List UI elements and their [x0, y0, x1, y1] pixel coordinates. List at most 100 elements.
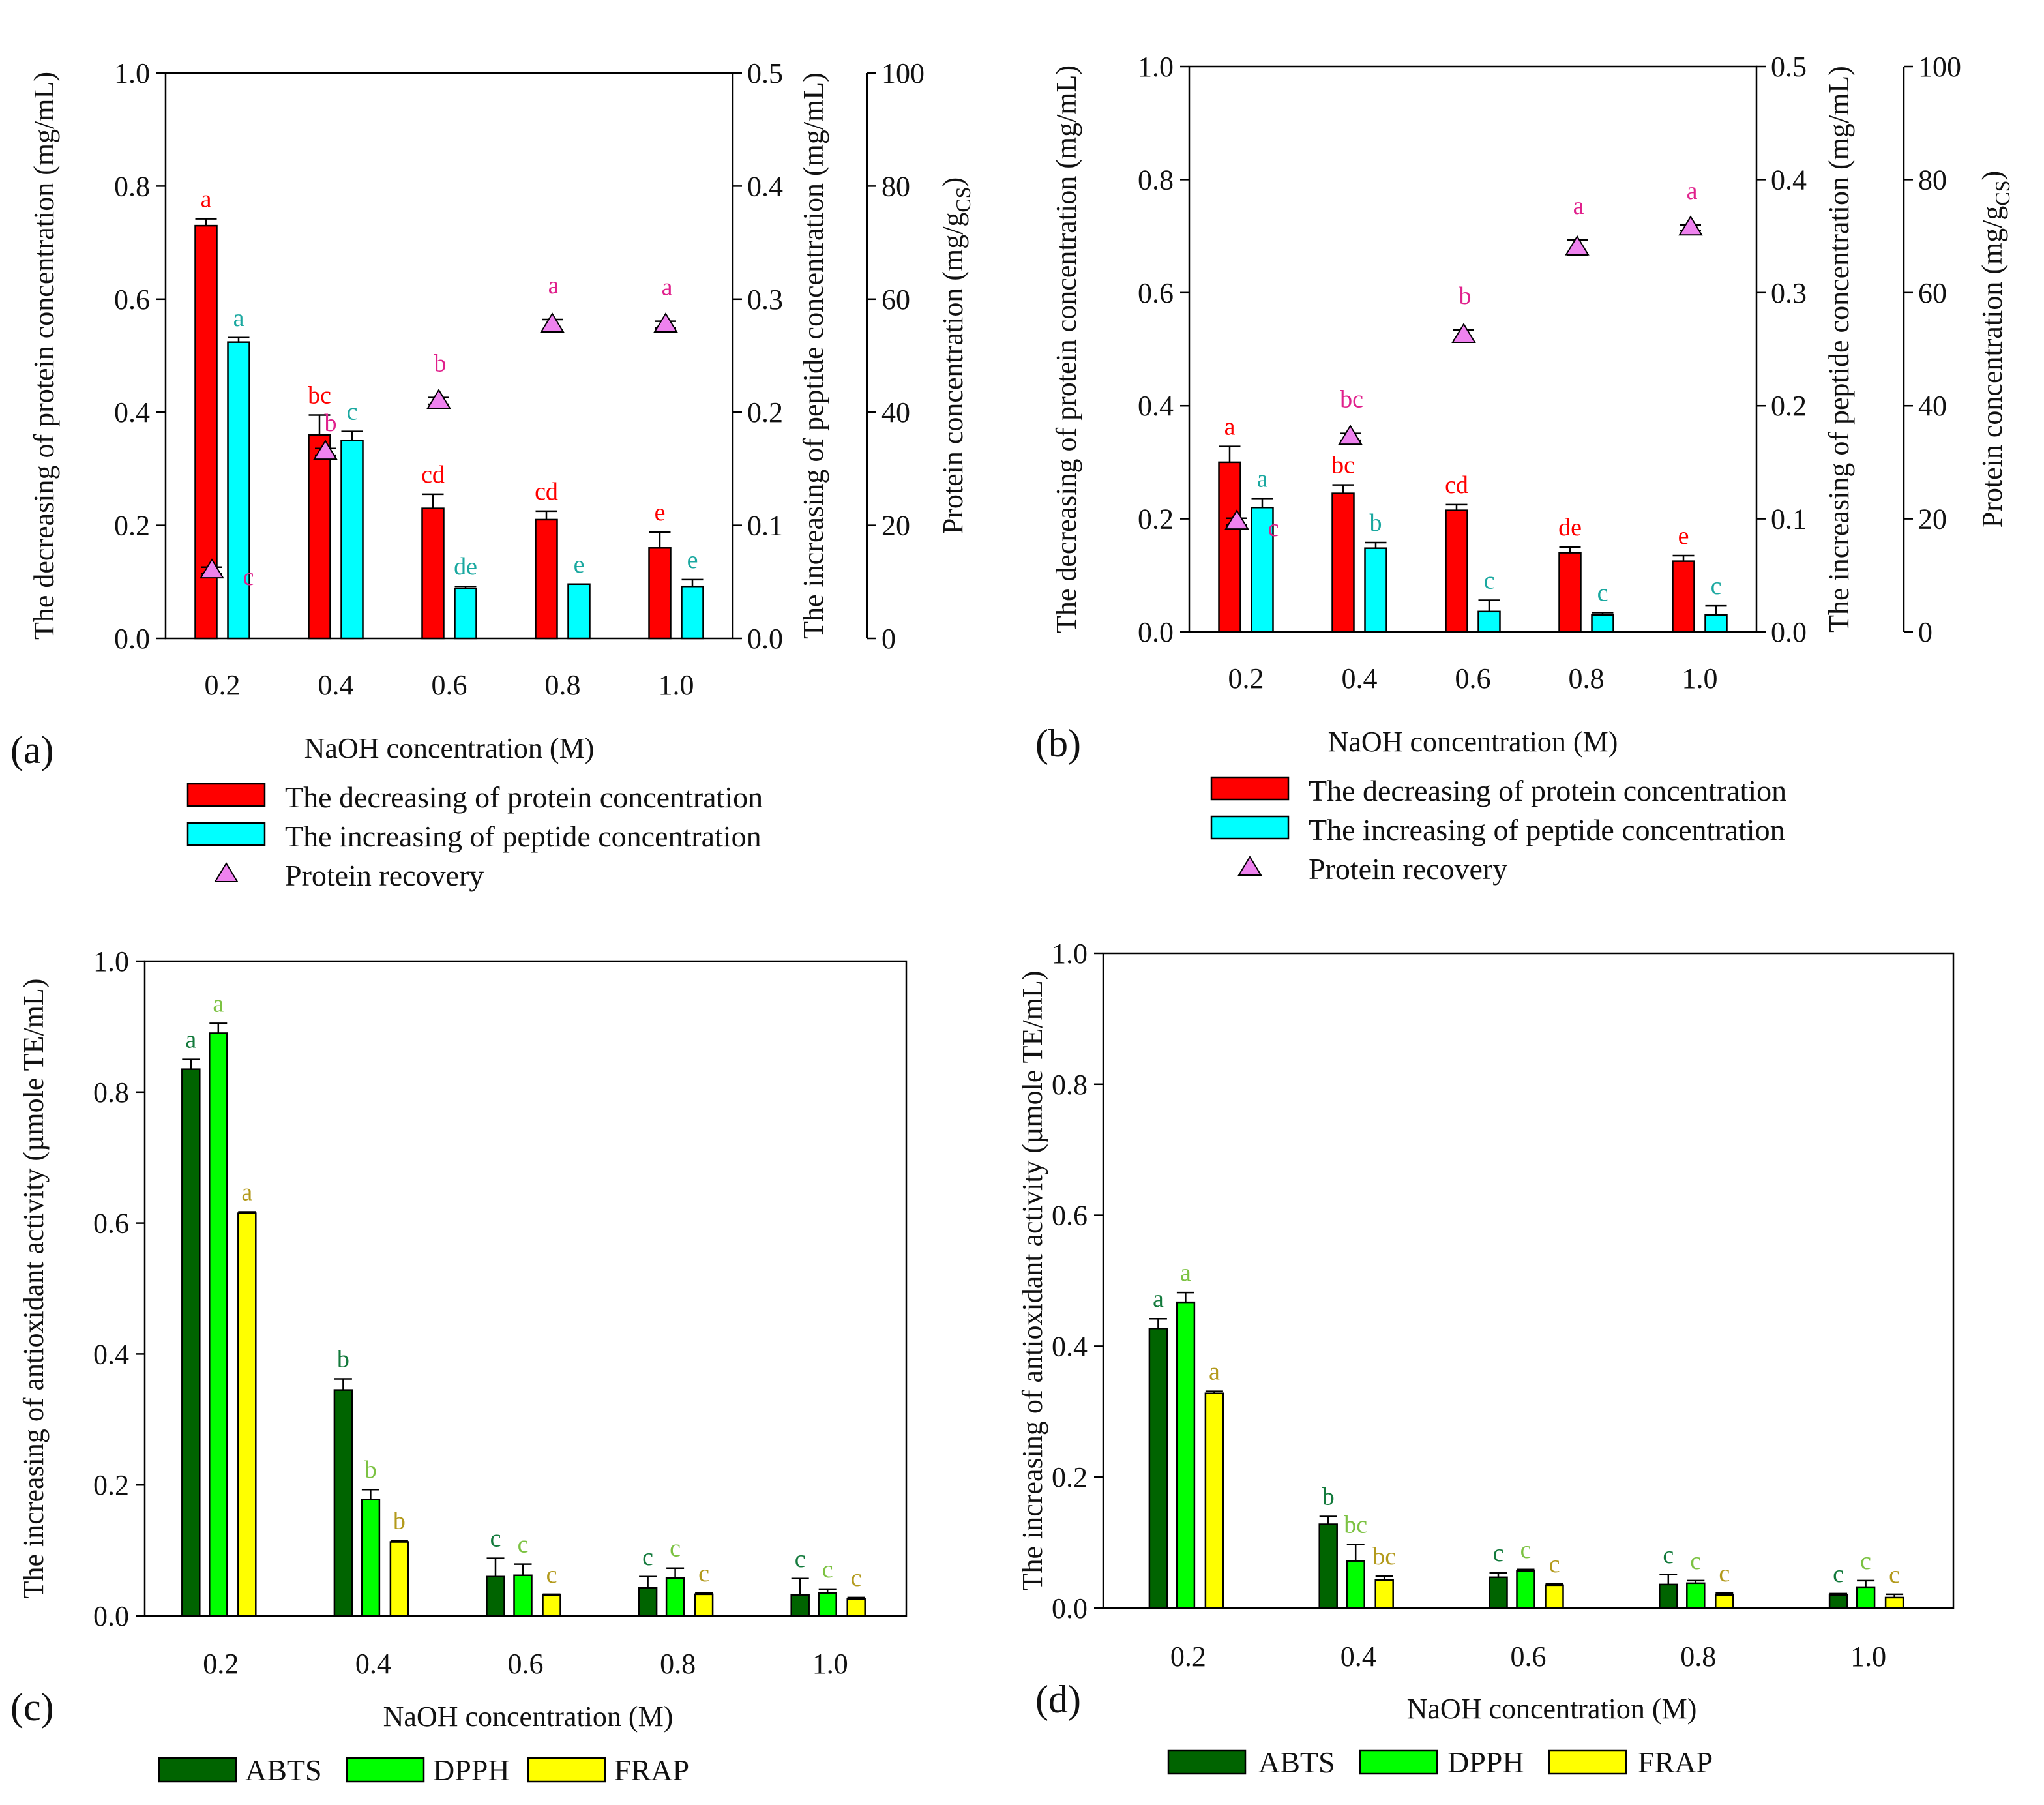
x-tick-label: 0.4 — [318, 669, 354, 701]
x-tick-label: 0.4 — [1340, 1641, 1376, 1673]
y3-tick-label: 100 — [1918, 51, 1961, 83]
x-tick-label: 0.2 — [1170, 1641, 1206, 1673]
significance-letter: e — [687, 546, 698, 574]
y3-tick-label: 100 — [881, 57, 925, 89]
legend-swatch — [346, 1757, 425, 1783]
y-tick-label: 0.2 — [93, 1469, 129, 1501]
y-tick-label: 0.8 — [114, 170, 150, 202]
bar — [389, 1541, 409, 1617]
significance-letter: c — [822, 1556, 833, 1583]
significance-letter: b — [393, 1508, 406, 1535]
triangle-marker — [1224, 509, 1249, 530]
chart-panel-b: 0.0 0.2 0.4 0.6 0.8 1.0 The decreasing of prot… — [1035, 51, 2014, 886]
bar — [181, 1068, 201, 1617]
legend-label: Protein recovery — [285, 859, 484, 892]
x-tick-label: 0.6 — [508, 1648, 544, 1680]
y3-axis-title: Protein concentration (mg/gCS) — [937, 177, 975, 534]
triangle-marker — [1565, 235, 1590, 256]
x-tick-label: 1.0 — [1682, 663, 1718, 694]
significance-letter: a — [662, 274, 673, 301]
y2-tick-label: 0.5 — [1771, 51, 1807, 83]
legend-label: Protein recovery — [1309, 852, 1507, 886]
x-tick-label: 0.2 — [203, 1648, 239, 1680]
bar — [1856, 1586, 1876, 1609]
panel-label: (c) — [10, 1686, 54, 1729]
x-tick-label: 0.8 — [1569, 663, 1605, 694]
significance-letter: c — [1484, 567, 1495, 594]
y-tick-label: 0.6 — [1052, 1200, 1088, 1232]
legend-label: The decreasing of protein concentration — [285, 781, 763, 814]
significance-letter: a — [1224, 413, 1236, 441]
bar — [1884, 1596, 1904, 1609]
y3-tick-label: 60 — [881, 284, 910, 316]
legend-label: FRAP — [614, 1753, 689, 1787]
bar — [227, 341, 250, 640]
y2-tick-label: 0.3 — [747, 284, 783, 316]
significance-letter: c — [1549, 1551, 1560, 1578]
bar — [1364, 547, 1387, 633]
bar — [1686, 1582, 1706, 1609]
bar — [638, 1587, 658, 1617]
bar — [1148, 1328, 1168, 1609]
bar — [1591, 614, 1614, 633]
significance-letter: a — [201, 186, 212, 213]
legend-swatch — [1359, 1749, 1438, 1775]
bar — [237, 1212, 257, 1617]
bar — [1545, 1584, 1564, 1609]
bar — [1374, 1579, 1394, 1609]
significance-letter: bc — [1372, 1543, 1396, 1570]
legend-label: The decreasing of protein concentration — [1309, 774, 1786, 807]
triangle-marker — [200, 558, 224, 579]
triangle-marker — [1678, 215, 1703, 236]
significance-letter: a — [548, 272, 559, 299]
x-tick-label: 1.0 — [659, 669, 694, 701]
x-tick-label: 1.0 — [1850, 1641, 1886, 1673]
x-axis-title: NaOH concentration (M) — [1328, 726, 1618, 758]
y3-tick-label: 80 — [1918, 164, 1947, 196]
legend-marker — [1237, 856, 1262, 876]
bar — [1672, 560, 1695, 633]
legend-label: The increasing of peptide concentration — [285, 820, 762, 853]
y-tick-label: 0.0 — [93, 1600, 129, 1632]
legend-label: The increasing of peptide concentration — [1309, 813, 1785, 846]
bar — [1489, 1576, 1508, 1609]
bar — [1251, 507, 1274, 633]
y-axis-title: The decreasing of protein concentration … — [1050, 65, 1082, 633]
significance-letter: a — [1180, 1259, 1191, 1287]
legend-label: ABTS — [245, 1753, 322, 1787]
significance-letter: cd — [1445, 471, 1468, 499]
significance-letter: c — [1493, 1540, 1504, 1567]
y-tick-label: 0.2 — [1052, 1461, 1088, 1493]
y-tick-label: 0.6 — [1138, 277, 1174, 309]
legend-label: FRAP — [1638, 1746, 1713, 1779]
y-tick-label: 0.0 — [1052, 1592, 1088, 1624]
y3-tick-label: 40 — [1918, 390, 1947, 422]
x-tick-label: 0.4 — [355, 1648, 391, 1680]
y2-tick-label: 0.1 — [747, 510, 783, 542]
legend-label: ABTS — [1258, 1746, 1335, 1779]
bar — [1704, 614, 1728, 633]
y3-tick-label: 40 — [881, 396, 910, 428]
bar — [1318, 1523, 1338, 1609]
y-axis-title: The increasing of antioxidant activity (… — [1016, 971, 1048, 1591]
significance-letter: a — [233, 305, 244, 332]
bar — [361, 1499, 381, 1617]
y-tick-label: 0.6 — [114, 284, 150, 316]
bar — [1516, 1570, 1535, 1609]
plot-frame — [1102, 952, 1955, 1609]
y2-tick-label: 0.4 — [747, 170, 783, 202]
significance-letter: c — [518, 1531, 529, 1559]
y2-axis-title: The increasing of peptide concentration … — [1823, 66, 1855, 633]
significance-letter: c — [1860, 1547, 1871, 1575]
y-tick-label: 0.4 — [114, 396, 150, 428]
significance-letter: a — [1209, 1358, 1220, 1386]
bar — [694, 1593, 714, 1617]
significance-letter: c — [851, 1564, 862, 1592]
significance-letter: b — [434, 350, 447, 378]
y-tick-label: 0.6 — [93, 1208, 129, 1240]
y3-tick-label: 20 — [881, 510, 910, 542]
bar — [1828, 1594, 1848, 1609]
x-tick-label: 0.2 — [1228, 663, 1264, 694]
y-tick-label: 0.0 — [1138, 616, 1174, 648]
